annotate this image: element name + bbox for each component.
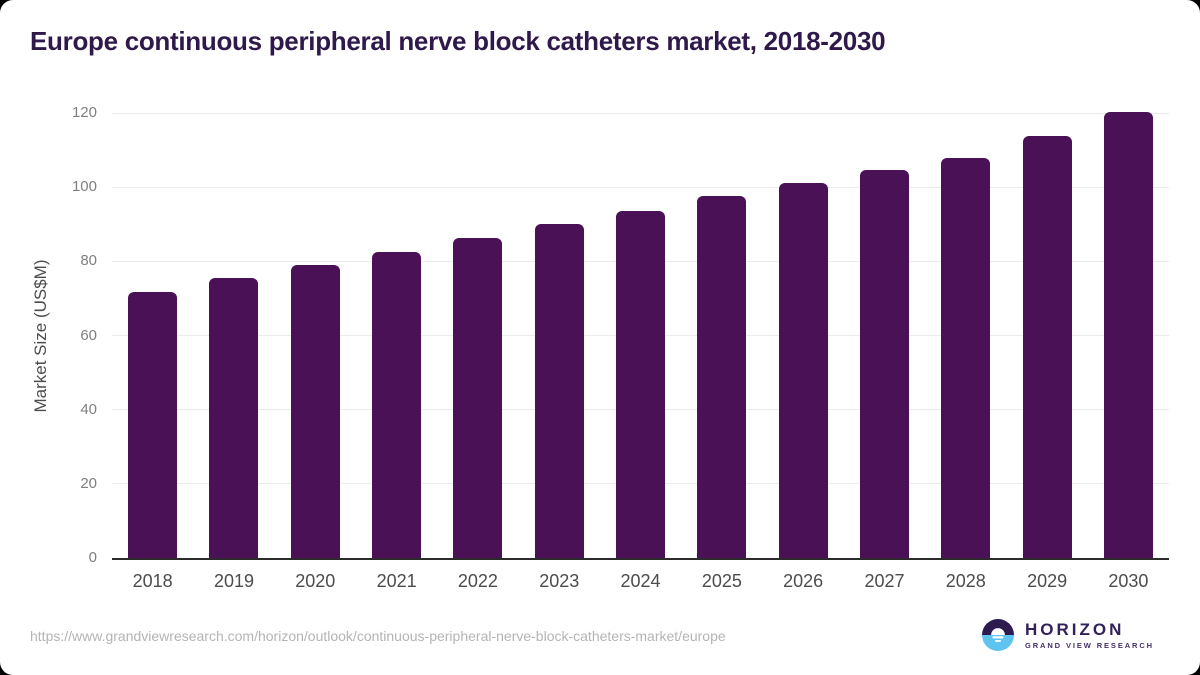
- x-tick-label-2022: 2022: [457, 571, 498, 591]
- x-tick-label-2020: 2020: [295, 571, 336, 591]
- horizon-logo-subtitle: GRAND VIEW RESEARCH: [1024, 640, 1154, 650]
- y-tick-label-100: 100: [71, 178, 97, 196]
- bar-slot-2029: [1006, 113, 1087, 558]
- x-tick-label-2025: 2025: [701, 571, 742, 591]
- chart-title: Europe continuous peripheral nerve block…: [30, 26, 886, 56]
- bar-slot-2021: [356, 113, 437, 558]
- bars-row: [112, 111, 1169, 558]
- bar-slot-2023: [519, 113, 600, 558]
- bar-slot-2026: [763, 113, 844, 558]
- y-tick-label-80: 80: [80, 252, 97, 270]
- y-tick-label-20: 20: [80, 474, 97, 492]
- y-tick-label-0: 0: [88, 549, 97, 566]
- bar-slot-2030: [1088, 111, 1169, 558]
- bar-slot-2019: [193, 113, 274, 558]
- horizon-logo-text: HORIZON GRAND VIEW RESEARCH: [1024, 619, 1154, 650]
- y-tick-label-60: 60: [80, 326, 97, 344]
- bar-2029[interactable]: [1022, 135, 1072, 558]
- horizon-logo-icon: [981, 619, 1014, 651]
- bar-2022[interactable]: [453, 237, 503, 558]
- x-tick-label-2029: 2029: [1027, 571, 1068, 591]
- y-tick-label-120: 120: [71, 104, 97, 121]
- bar-2026[interactable]: [778, 182, 828, 558]
- y-tick-label-40: 40: [80, 400, 97, 418]
- bar-2018[interactable]: [128, 291, 178, 558]
- x-tick-label-2019: 2019: [213, 571, 254, 591]
- x-tick-label-2028: 2028: [945, 571, 986, 591]
- bar-slot-2018: [112, 113, 193, 558]
- x-tick-label-2021: 2021: [376, 571, 417, 591]
- bar-slot-2020: [275, 113, 356, 558]
- horizon-logo: HORIZON GRAND VIEW RESEARCH: [981, 619, 1154, 651]
- bar-slot-2022: [437, 113, 518, 558]
- bar-2023[interactable]: [534, 223, 584, 558]
- gridline-120: [112, 112, 1169, 114]
- source-url: https://www.grandviewresearch.com/horizo…: [30, 628, 726, 644]
- bar-slot-2027: [844, 113, 925, 558]
- gridline-100: [112, 186, 1169, 188]
- bar-2028[interactable]: [941, 157, 991, 558]
- bar-2030[interactable]: [1103, 111, 1153, 558]
- x-axis-labels: 2018 2019 2020 2021 2022 2023 2024 2025 2026 2027…: [112, 570, 1169, 592]
- bar-2025[interactable]: [697, 196, 747, 558]
- x-tick-label-2026: 2026: [783, 571, 824, 591]
- bar-2020[interactable]: [290, 265, 340, 558]
- bar-2019[interactable]: [209, 278, 259, 558]
- bar-2027[interactable]: [859, 170, 909, 558]
- horizon-logo-name: HORIZON: [1024, 619, 1125, 639]
- x-tick-label-2023: 2023: [539, 571, 580, 591]
- bar-slot-2024: [600, 113, 681, 558]
- bar-2021[interactable]: [372, 252, 422, 558]
- x-tick-label-2030: 2030: [1108, 571, 1149, 591]
- x-tick-label-2024: 2024: [620, 571, 661, 591]
- x-tick-label-2027: 2027: [864, 571, 905, 591]
- bar-slot-2028: [925, 113, 1006, 558]
- bar-2024[interactable]: [616, 210, 666, 558]
- plot-area: 0 20 40 60 80 100 120: [72, 104, 1169, 566]
- bar-slot-2025: [681, 113, 762, 558]
- x-tick-label-2018: 2018: [132, 571, 173, 591]
